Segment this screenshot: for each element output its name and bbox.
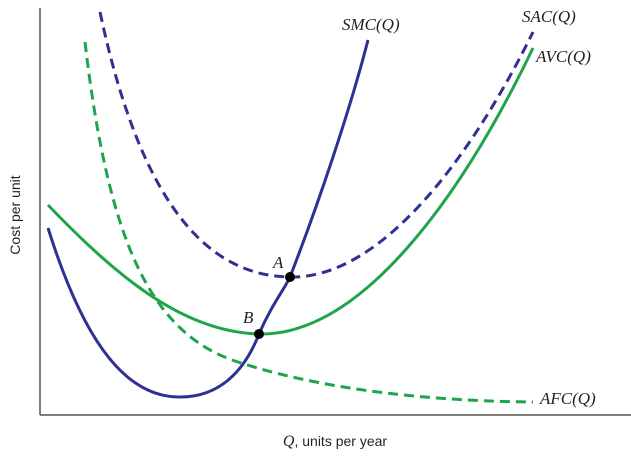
x-axis-label: Q, units per year [283,433,388,450]
point-b [254,329,264,339]
x-axis-symbol: Q [283,433,295,450]
afc-curve [83,41,534,404]
sac-label: SAC(Q) [522,7,576,26]
point-b-label: B [243,308,254,327]
x-axis-text: , units per year [294,433,387,449]
point-a [285,272,295,282]
smc-label: SMC(Q) [342,15,400,34]
afc-label: AFC(Q) [539,389,596,408]
smc-curve [46,39,370,399]
sac-curve [98,11,535,279]
point-a-label: A [272,253,284,272]
avc-label: AVC(Q) [535,47,591,66]
y-axis-label: Cost per unit [7,175,23,254]
avc-curve [46,47,535,336]
